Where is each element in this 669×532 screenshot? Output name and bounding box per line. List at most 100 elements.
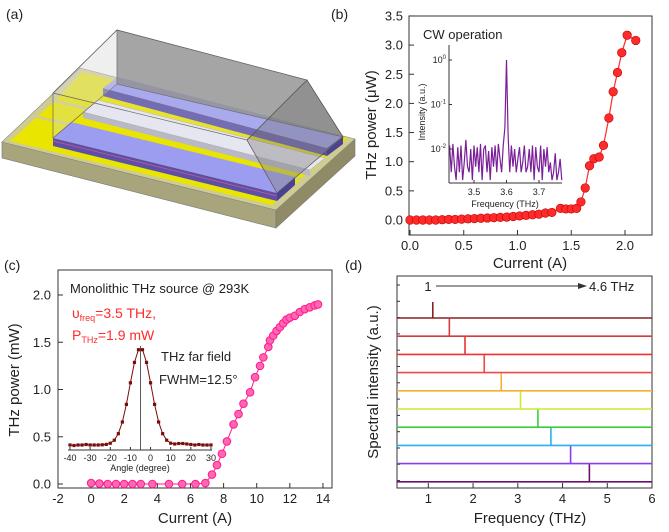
inset-x-tick-label: 10 [166, 453, 176, 463]
inset-x-tick-label: 20 [186, 453, 196, 463]
inset-data-point [152, 402, 157, 406]
x-tick-label: 2 [469, 491, 476, 506]
data-point [217, 449, 227, 459]
panel-label-b: (b) [331, 6, 348, 22]
inset-data-point [128, 381, 133, 385]
data-point [598, 140, 609, 150]
y-tick-label: 0.5 [33, 429, 51, 444]
inset-data-point [132, 360, 137, 364]
x-tick-label: 6 [648, 491, 655, 506]
data-point [250, 372, 260, 382]
y-tick-label: 1.0 [385, 154, 403, 169]
inset-data-point [108, 441, 112, 445]
inset-y-axis-label: Intensity (a.u.) [417, 83, 427, 140]
device-illustration [1, 29, 356, 229]
data-point [584, 161, 595, 171]
inset-x-tick-label: -10 [124, 453, 137, 463]
inset-data-point [197, 442, 201, 447]
inset-data-point [165, 438, 169, 442]
inset-data-point [72, 443, 76, 448]
x-tick-label: 5 [604, 491, 611, 506]
inset-data-point [80, 443, 84, 447]
x-tick-label: 0 [88, 491, 95, 506]
inset-data-point [161, 432, 165, 436]
back-slab-right-side [327, 136, 343, 156]
data-point [103, 479, 112, 489]
x-tick-label: 12 [283, 491, 297, 506]
x-tick-label: 8 [220, 491, 227, 506]
data-point [148, 479, 157, 489]
data-point [191, 479, 200, 489]
inset-data-point [177, 441, 181, 446]
ridge-front-side [83, 112, 310, 176]
y-axis-label: THz power (μW) [363, 70, 380, 179]
data-point [313, 300, 323, 309]
data-point [259, 353, 268, 362]
y-tick-label: 0.0 [385, 213, 403, 228]
inset-data-point [144, 360, 149, 364]
panel-d-chart: 1 2 3 4 5 6 Frequency (THz) Spectral intensity … [365, 275, 656, 527]
y-tick-label: 2.5 [385, 67, 403, 82]
y-tick-label: 2.0 [385, 96, 403, 111]
inset-x-tick-label: 3.5 [468, 187, 481, 197]
data-point [608, 87, 618, 97]
annotation-fwhm: FWHM=12.5° [159, 372, 238, 387]
data-point [245, 388, 255, 397]
panel-label-a: (a) [6, 6, 23, 22]
inset-data-point [140, 348, 145, 352]
annotation-title: Monolithic THz source @ 293K [70, 281, 249, 296]
freq-symbol: υ [72, 305, 80, 321]
inset-data-point [169, 441, 173, 445]
x-tick-label: 3 [514, 491, 521, 506]
inset-data-point [116, 432, 120, 436]
data-point [631, 35, 641, 46]
x-tick-label: 2 [121, 491, 128, 506]
inset-data-point [96, 443, 100, 447]
inset-data-point [112, 438, 116, 442]
x-tick-label: 0.0 [401, 238, 419, 253]
tick-exponent: -1 [441, 100, 447, 106]
x-tick-label: 2.0 [616, 238, 634, 253]
inset-spectrum-line [449, 59, 563, 181]
y-tick-label: 1.5 [33, 335, 51, 350]
inset-data-point [92, 443, 96, 447]
data-point [222, 437, 232, 446]
tick-base: 10 [431, 144, 441, 154]
x-tick-label: 1.0 [508, 238, 526, 253]
data-point [86, 478, 96, 488]
annotation-far-field: THz far field [161, 349, 231, 364]
y-tick-label: 2.0 [33, 288, 51, 303]
power-symbol: P [72, 327, 81, 343]
x-axis-label: Current (A) [493, 255, 567, 272]
x-tick-label: -2 [52, 491, 64, 506]
inset-data-point [124, 402, 128, 406]
inset-x-axis-label: Angle (degree) [110, 463, 170, 473]
data-point [212, 460, 222, 470]
inset-x-tick-label: -40 [63, 453, 76, 463]
inset-data-point [68, 443, 72, 447]
data-point [612, 67, 623, 78]
data-point [255, 361, 265, 371]
data-point [622, 30, 632, 40]
tick-exponent: -2 [441, 144, 447, 150]
inset-data-point [201, 443, 205, 447]
y-axis-label: THz power (mW) [6, 323, 23, 436]
y-tick-label: 1.5 [385, 125, 403, 140]
power-subscript: THz [81, 335, 98, 345]
y-tick-label: 0.5 [385, 183, 403, 198]
inset-x-tick-label: 30 [206, 453, 216, 463]
front-slab-layer-line [52, 140, 278, 197]
inset-y-tick-label: 100 [433, 55, 447, 65]
inset-y-tick-label: 10-2 [431, 144, 447, 154]
power-value: =1.9 mW [98, 327, 155, 343]
data-point [201, 478, 210, 488]
inset-y-tick-label: 10-1 [431, 100, 447, 110]
inset-data-point [205, 443, 209, 447]
inset-data-point [104, 442, 108, 446]
data-point [580, 183, 590, 193]
x-tick-label: 4 [559, 491, 566, 506]
inset-x-tick-label: -20 [104, 453, 117, 463]
x-tick-label: 10 [249, 491, 263, 506]
y-tick-label: 3.0 [385, 38, 403, 53]
